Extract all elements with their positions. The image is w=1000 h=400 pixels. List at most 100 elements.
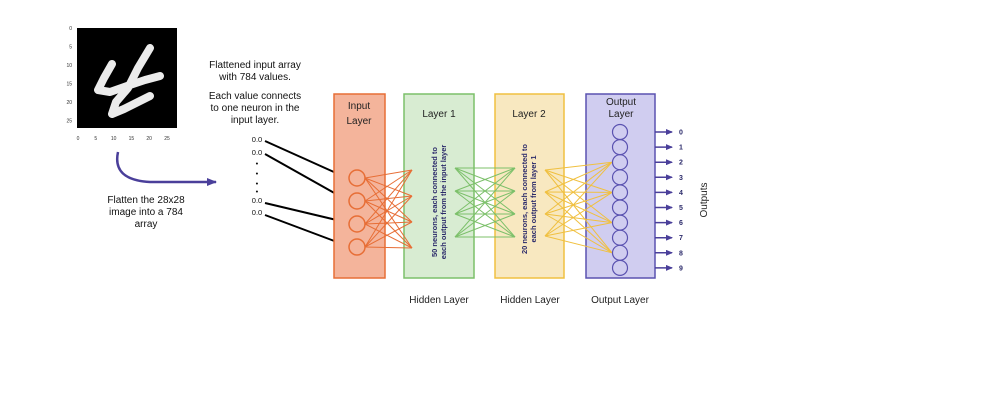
connects-note-line-2: to one neuron in the [210, 103, 300, 114]
output-neuron [611, 259, 629, 276]
layer2-to-output-connections [544, 161, 613, 254]
input-layer-title-2: Layer [346, 116, 372, 127]
connection-line [364, 169, 413, 179]
mnist-x-tick: 15 [129, 136, 135, 142]
mnist-y-tick: 25 [66, 119, 72, 125]
mnist-y-tick: 5 [69, 45, 72, 51]
array-value: 0.0 [252, 196, 262, 205]
connection-line [544, 191, 613, 224]
connection-line [364, 169, 413, 225]
mnist-x-tick: 5 [94, 136, 97, 142]
connection-line [364, 221, 413, 248]
array-arrow [264, 202, 346, 224]
array-arrow [264, 140, 346, 178]
mnist-x-tick: 0 [77, 136, 80, 142]
connection-line [364, 177, 413, 197]
connection-line [364, 223, 413, 249]
mnist-y-tick: 20 [66, 100, 72, 106]
connection-line [454, 167, 516, 215]
layer2-desc-1: 20 neurons, each connected to [520, 144, 529, 254]
input-neuron [348, 215, 366, 233]
layer1-title: Layer 1 [422, 109, 456, 120]
input-layer-title-1: Input [348, 101, 370, 112]
array-value: • [256, 179, 259, 188]
connection-line [544, 213, 613, 254]
connects-note: Each value connects to one neuron in the… [196, 91, 314, 127]
layer2-caption: Hidden Layer [500, 295, 560, 306]
connection-line [454, 167, 516, 238]
connection-line [364, 177, 413, 249]
input-neuron [348, 192, 366, 210]
connection-line [454, 190, 516, 238]
connects-note-line-1: Each value connects [208, 91, 302, 102]
connection-line [544, 161, 613, 171]
connection-line [364, 246, 413, 249]
output-caption: Output Layer [591, 295, 649, 306]
flattened-note-line-2: with 784 values. [219, 72, 291, 83]
layer1-desc-2: each output from the input layer [439, 145, 448, 260]
connection-line [364, 169, 413, 202]
output-label: 3 [679, 175, 683, 182]
flattened-array-note: Flattened input array with 784 values. [196, 60, 314, 84]
output-label: 5 [679, 205, 683, 212]
connection-line [364, 200, 413, 223]
mnist-x-tick: 20 [146, 136, 152, 142]
output-label: 0 [679, 130, 683, 137]
output-label: 1 [679, 145, 683, 152]
connection-line [544, 222, 613, 237]
connection-line [364, 200, 413, 249]
connection-line [454, 213, 516, 238]
output-label: 9 [679, 265, 683, 272]
layer2-desc-2: each output from layer 1 [529, 155, 538, 242]
connection-line [544, 161, 613, 215]
layer1-caption: Hidden Layer [409, 295, 469, 306]
connection-line [544, 169, 613, 254]
output-label: 7 [679, 235, 683, 242]
connection-line [544, 235, 613, 254]
mnist-y-tick: 15 [66, 82, 72, 88]
connection-line [544, 213, 613, 224]
output-neurons [611, 123, 629, 276]
flatten-note-line-2: image into a 784 [109, 207, 183, 218]
connection-line [544, 191, 613, 254]
array-value: 0.0 [252, 208, 262, 217]
connection-line [544, 161, 613, 193]
outputs-title: Outputs [699, 182, 710, 217]
output-label: 4 [679, 190, 683, 197]
output-layer-title-2: Layer [608, 109, 634, 120]
output-label: 8 [679, 250, 683, 257]
connection-line [364, 169, 413, 248]
connection-line [364, 177, 413, 223]
input-to-layer1-connections [364, 169, 413, 249]
array-arrow [264, 153, 346, 200]
connection-line [544, 169, 613, 223]
connection-line [364, 195, 413, 225]
array-value: • [256, 159, 259, 168]
output-arrows [655, 129, 673, 271]
connects-note-line-3: input layer. [230, 115, 280, 126]
mnist-digit-image: 0 5 10 15 20 25 0 5 10 15 20 25 [66, 26, 177, 142]
mnist-x-tick: 10 [111, 136, 117, 142]
input-neuron [348, 169, 366, 187]
mnist-x-tick: 25 [164, 136, 170, 142]
array-value: 0.0 [252, 135, 262, 144]
flatten-arrow [115, 151, 217, 186]
input-neurons [348, 169, 366, 256]
input-array: 0.00.0••••0.00.0 [252, 135, 262, 217]
flattened-note-line-1: Flattened input array [209, 60, 301, 71]
layer2-box [494, 93, 565, 279]
output-label: 6 [679, 220, 683, 227]
flatten-note: Flatten the 28x28 image into a 784 array [96, 195, 196, 231]
connection-line [544, 191, 613, 215]
mnist-y-tick: 0 [69, 26, 72, 32]
connection-line [454, 167, 516, 192]
layer1-desc-1: 50 neurons, each connected to [430, 147, 439, 257]
connection-line [364, 195, 413, 248]
layer1-to-layer2-connections [454, 167, 516, 238]
output-label: 2 [679, 160, 683, 167]
output-layer-title-1: Output [606, 97, 636, 108]
mnist-y-tick: 10 [66, 63, 72, 69]
connection-line [544, 191, 613, 237]
array-value: 0.0 [252, 148, 262, 157]
